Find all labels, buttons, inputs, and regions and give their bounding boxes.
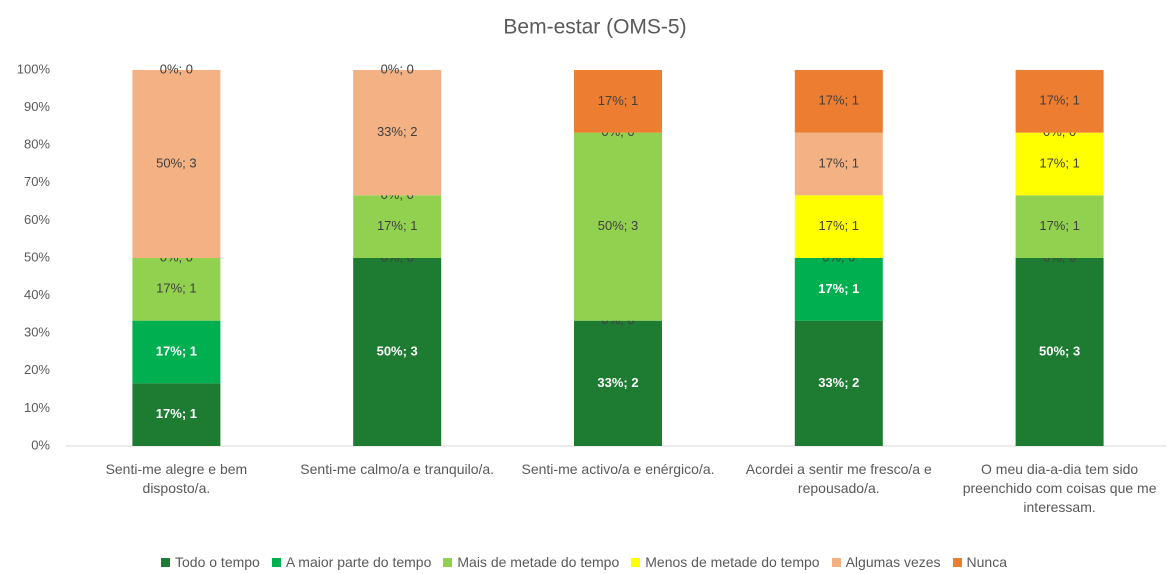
legend-label: Todo o tempo [175,554,260,570]
bar-segment [1015,132,1104,196]
y-tick-label: 60% [24,212,50,227]
legend-swatch [271,558,281,567]
legend-item: Nunca [952,554,1007,570]
data-label: 33%; 2 [597,375,638,390]
legend-swatch [952,558,962,567]
legend-item: Algumas vezes [831,554,941,570]
legend-item: Menos de metade do tempo [631,554,820,570]
bar-segment [794,320,883,446]
bar-segment [1015,69,1104,133]
y-tick-label: 0% [31,437,50,452]
bar-segment [574,320,662,446]
data-label: 17%; 1 [819,93,859,108]
legend-label: Mais de metade do tempo [457,554,620,570]
legend-label: Menos de metade do tempo [645,554,820,570]
legend-label: Algumas vezes [845,554,941,570]
data-label: 17%; 1 [377,218,417,233]
data-label: 50%; 3 [598,218,638,233]
x-tick-label: Senti-me activo/a e enérgico/a. [521,461,715,477]
bar-segment [794,69,883,133]
data-label: 17%; 1 [1039,155,1079,170]
bar-segment [353,195,442,258]
y-tick-label: 70% [24,174,50,189]
bar-segment [794,258,883,321]
bar-segment [132,320,221,384]
y-tick-label: 40% [24,287,50,302]
y-tick-label: 30% [24,325,50,340]
y-tick-label: 50% [24,249,50,264]
bar-segment [132,257,221,321]
y-tick-label: 10% [24,400,50,415]
legend-item: Todo o tempo [161,554,260,570]
data-label: 0%; 0 [160,61,193,76]
data-label: 17%; 1 [1039,93,1079,108]
data-label: 50%; 3 [156,155,196,170]
legend-item: A maior parte do tempo [271,554,432,570]
bar-segment [353,258,442,446]
legend-label: Nunca [966,554,1007,570]
data-label: 17%; 1 [598,93,638,108]
y-tick-label: 100% [17,61,51,76]
data-label: 17%; 1 [156,281,196,296]
data-label: 0%; 0 [381,61,414,76]
legend: Todo o tempo A maior parte do tempo Mais d… [0,554,1168,570]
bar-segment [132,69,221,258]
bar-segment [574,70,662,133]
chart-title: Bem-estar (OMS-5) [503,16,686,39]
y-tick-label: 20% [24,362,50,377]
legend-swatch [831,558,841,567]
legend-item: Mais de metade do tempo [443,554,619,570]
data-label: 17%; 1 [156,343,197,358]
data-label: 17%; 1 [819,218,859,233]
x-tick-label: Senti-me calmo/a e tranquilo/a. [300,461,495,477]
bar-segment [794,132,883,196]
data-label: 33%; 2 [377,124,417,139]
x-tick-label: Acordei a sentir me fresco/a e repousado… [745,461,932,496]
legend-swatch [443,558,453,567]
data-label: 17%; 1 [1039,218,1079,233]
bar-segment [574,132,662,321]
legend-label: A maior parte do tempo [285,554,432,570]
data-label: 33%; 2 [818,375,859,390]
legend-swatch [161,558,170,567]
y-tick-label: 90% [24,99,50,114]
bar-segment [132,383,221,446]
legend-swatch [631,558,641,567]
data-label: 17%; 1 [818,281,859,296]
data-label: 50%; 3 [377,343,418,358]
bar-segment [1015,258,1104,446]
data-label: 50%; 3 [1039,343,1080,358]
data-label: 17%; 1 [156,406,197,421]
x-tick-label: O meu dia-a-dia tem sido preenchido com … [962,461,1157,515]
bar-segment [1015,195,1104,258]
data-label: 17%; 1 [819,155,859,170]
bar-segment [353,70,442,196]
x-tick-label: Senti-me alegre e bem disposto/a. [105,461,248,496]
y-tick-label: 80% [24,137,50,152]
bar-segment [794,195,883,258]
